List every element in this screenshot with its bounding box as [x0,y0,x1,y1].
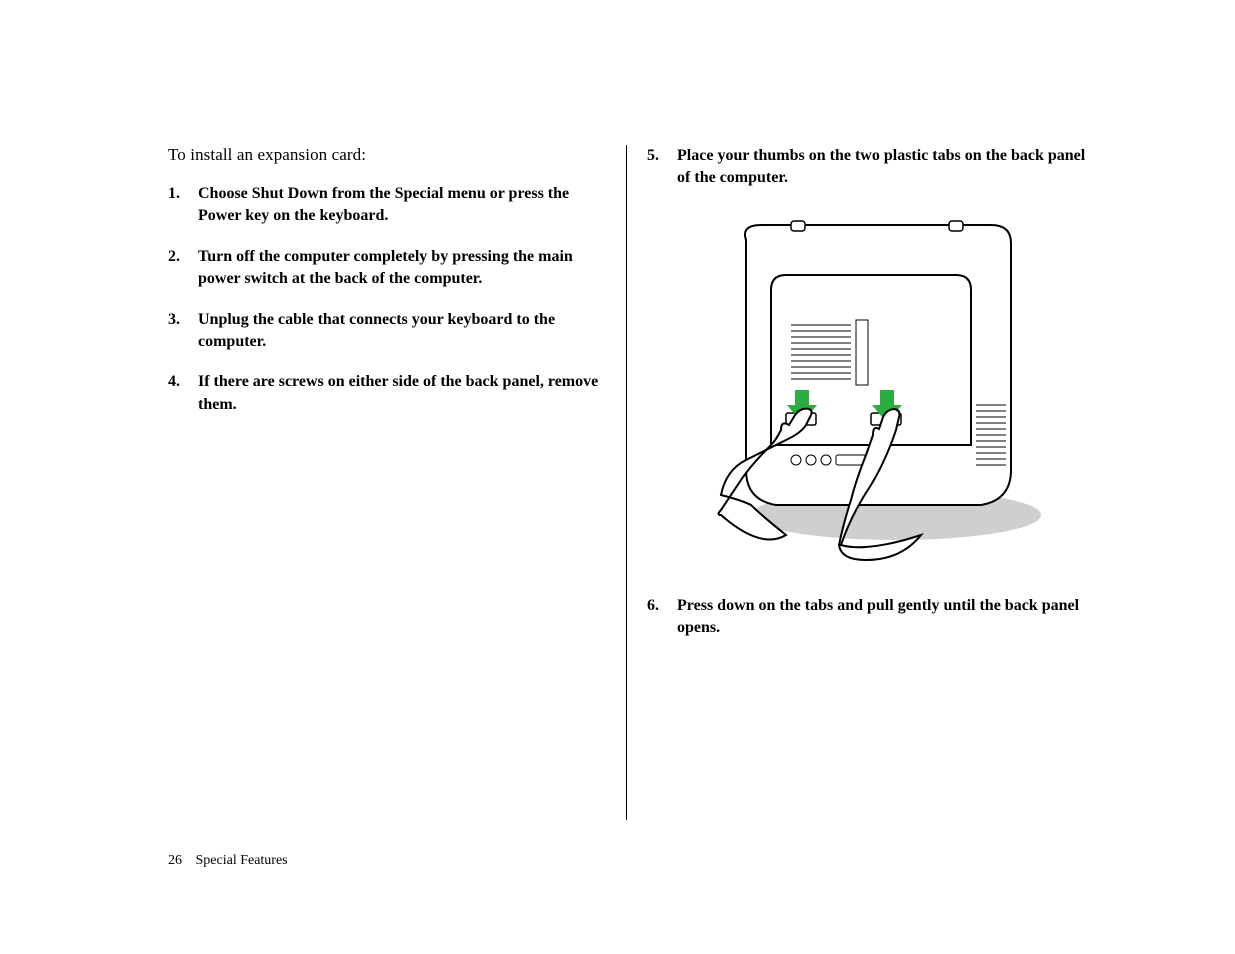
steps-list-right-2: Press down on the tabs and pull gently u… [647,595,1095,640]
step-item: Place your thumbs on the two plastic tab… [647,145,1095,190]
step-item: Choose Shut Down from the Special menu o… [168,183,606,228]
page-number: 26 [168,853,182,868]
step-item: Unplug the cable that connects your keyb… [168,309,606,354]
step-item: Press down on the tabs and pull gently u… [647,595,1095,640]
column-divider [626,145,627,820]
right-column: Place your thumbs on the two plastic tab… [647,145,1095,820]
page-footer: 26 Special Features [168,853,288,869]
manual-page: To install an expansion card: Choose Shu… [0,0,1235,954]
section-name: Special Features [196,853,288,868]
intro-text: To install an expansion card: [168,145,606,165]
back-panel-illustration [691,215,1051,565]
two-column-layout: To install an expansion card: Choose Shu… [168,145,1095,820]
left-column: To install an expansion card: Choose Shu… [168,145,606,820]
steps-list-right: Place your thumbs on the two plastic tab… [647,145,1095,190]
step-item: Turn off the computer completely by pres… [168,246,606,291]
step-item: If there are screws on either side of th… [168,371,606,416]
steps-list-left: Choose Shut Down from the Special menu o… [168,183,606,416]
